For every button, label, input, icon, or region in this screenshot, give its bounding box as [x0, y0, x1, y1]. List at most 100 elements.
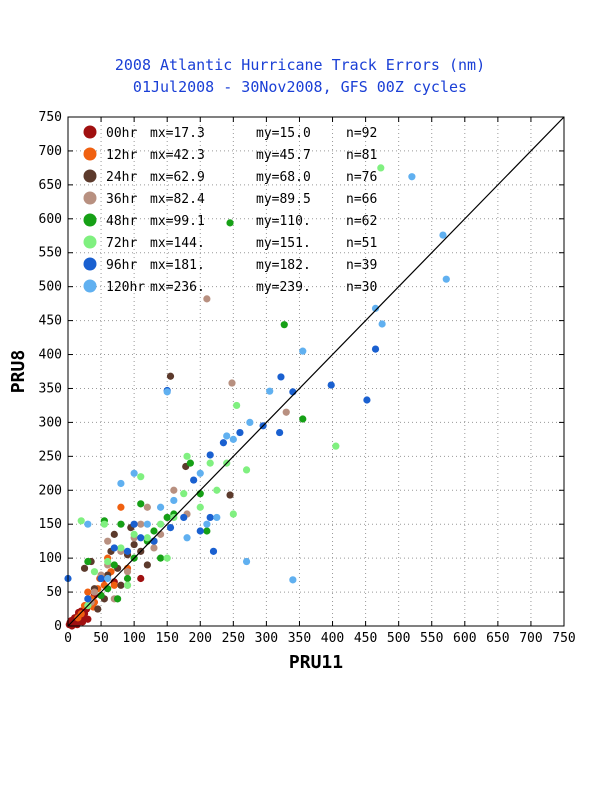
- data-point-72hr: [90, 568, 99, 576]
- y-tick-label: 0: [54, 619, 62, 634]
- data-point-120hr: [156, 503, 165, 511]
- data-point-72hr: [242, 466, 251, 474]
- data-point-96hr: [190, 476, 198, 484]
- data-point-96hr: [363, 396, 371, 404]
- y-tick-label: 400: [39, 348, 62, 363]
- data-point-72hr: [77, 517, 85, 525]
- data-point-48hr: [117, 520, 125, 528]
- data-point-72hr: [100, 520, 108, 528]
- y-tick-label: 450: [39, 314, 62, 329]
- data-point-48hr: [163, 513, 171, 522]
- data-point-120hr: [246, 418, 254, 426]
- legend-marker: [83, 147, 97, 161]
- legend: 00hr mx=17.3 my=15.0 n=92 12hr mx=42.3 my=45.7…: [83, 125, 377, 295]
- x-axis-label: PRU11: [289, 652, 343, 673]
- data-point-96hr: [327, 381, 335, 389]
- x-tick-label: 550: [420, 631, 443, 646]
- data-point-48hr: [226, 219, 234, 227]
- data-point-96hr: [110, 544, 118, 552]
- x-tick-label: 0: [64, 631, 72, 646]
- data-point-120hr: [229, 435, 237, 443]
- data-point-120hr: [299, 347, 307, 355]
- y-tick-label: 600: [39, 212, 62, 227]
- legend-my: my=45.7: [256, 148, 311, 163]
- y-tick-label: 750: [39, 110, 62, 125]
- data-point-36hr: [150, 544, 158, 552]
- data-point-36hr: [170, 486, 178, 494]
- data-point-96hr: [206, 513, 214, 522]
- data-point-96hr: [137, 534, 145, 542]
- data-point-36hr: [137, 520, 145, 528]
- data-point-96hr: [196, 527, 204, 535]
- legend-label: 48hr: [106, 214, 137, 229]
- legend-mx: mx=181.: [150, 258, 205, 273]
- data-point-00hr: [137, 574, 145, 583]
- y-tick-label: 100: [39, 551, 62, 566]
- data-point-48hr: [280, 321, 288, 329]
- diagonal-line: [67, 116, 565, 627]
- data-point-48hr: [186, 459, 194, 467]
- y-tick-label: 250: [39, 449, 62, 464]
- data-point-120hr: [378, 320, 386, 328]
- legend-marker: [83, 235, 97, 249]
- data-point-48hr: [150, 527, 158, 535]
- data-point-24hr: [80, 564, 89, 572]
- y-tick-label: 150: [39, 517, 62, 532]
- data-point-120hr: [203, 520, 211, 528]
- y-tick-labels: 0 50 100 150 200 250 300 350 400 450 500 550 600 650 7…: [39, 110, 564, 634]
- data-point-120hr: [213, 513, 221, 522]
- legend-label: 00hr: [106, 126, 137, 141]
- data-point-36hr: [123, 568, 132, 576]
- data-point-120hr: [442, 275, 450, 283]
- y-tick-label: 50: [46, 585, 62, 600]
- data-point-48hr: [156, 554, 165, 562]
- y-tick-label: 500: [39, 280, 62, 295]
- data-point-72hr: [143, 534, 151, 542]
- legend-mx: mx=42.3: [150, 148, 205, 163]
- legend-my: my=182.: [256, 258, 311, 273]
- x-tick-label: 700: [519, 631, 542, 646]
- data-point-72hr: [117, 544, 125, 552]
- legend-label: 36hr: [106, 192, 137, 207]
- data-point-24hr: [110, 530, 118, 538]
- chart-title: 2008 Atlantic Hurricane Track Errors (nm…: [114, 56, 486, 74]
- data-point-96hr: [84, 595, 92, 603]
- legend-n: n=92: [346, 126, 377, 141]
- legend-label: 24hr: [106, 170, 137, 185]
- y-tick-label: 550: [39, 246, 62, 261]
- data-point-72hr: [123, 581, 132, 589]
- legend-marker: [83, 257, 97, 271]
- data-point-96hr: [371, 345, 380, 353]
- x-tick-label: 400: [321, 631, 344, 646]
- data-point-96hr: [166, 523, 175, 532]
- data-point-00hr: [78, 618, 87, 626]
- data-point-72hr: [206, 459, 214, 467]
- legend-my: my=89.5: [256, 192, 311, 207]
- data-point-12hr: [110, 581, 118, 589]
- data-point-72hr: [180, 490, 188, 498]
- legend-n: n=62: [346, 214, 377, 229]
- legend-marker: [83, 279, 97, 293]
- data-point-72hr: [196, 503, 204, 511]
- legend-mx: mx=82.4: [150, 192, 205, 207]
- data-point-48hr: [110, 561, 118, 569]
- data-point-120hr: [104, 574, 112, 583]
- data-point-120hr: [266, 387, 274, 395]
- legend-marker: [83, 125, 97, 139]
- data-point-96hr: [206, 451, 214, 459]
- data-point-120hr: [117, 479, 125, 488]
- data-point-96hr: [97, 574, 105, 583]
- data-point-24hr: [130, 540, 138, 549]
- legend-my: my=68.0: [256, 170, 311, 185]
- legend-my: my=151.: [256, 236, 311, 251]
- data-point-48hr: [299, 415, 307, 423]
- data-point-120hr: [84, 520, 92, 528]
- x-tick-label: 200: [189, 631, 212, 646]
- x-tick-label: 600: [453, 631, 476, 646]
- x-tick-label: 100: [122, 631, 145, 646]
- data-point-12hr: [74, 614, 82, 622]
- x-tick-label: 300: [255, 631, 278, 646]
- legend-mx: mx=236.: [150, 280, 205, 295]
- data-point-96hr: [209, 547, 218, 555]
